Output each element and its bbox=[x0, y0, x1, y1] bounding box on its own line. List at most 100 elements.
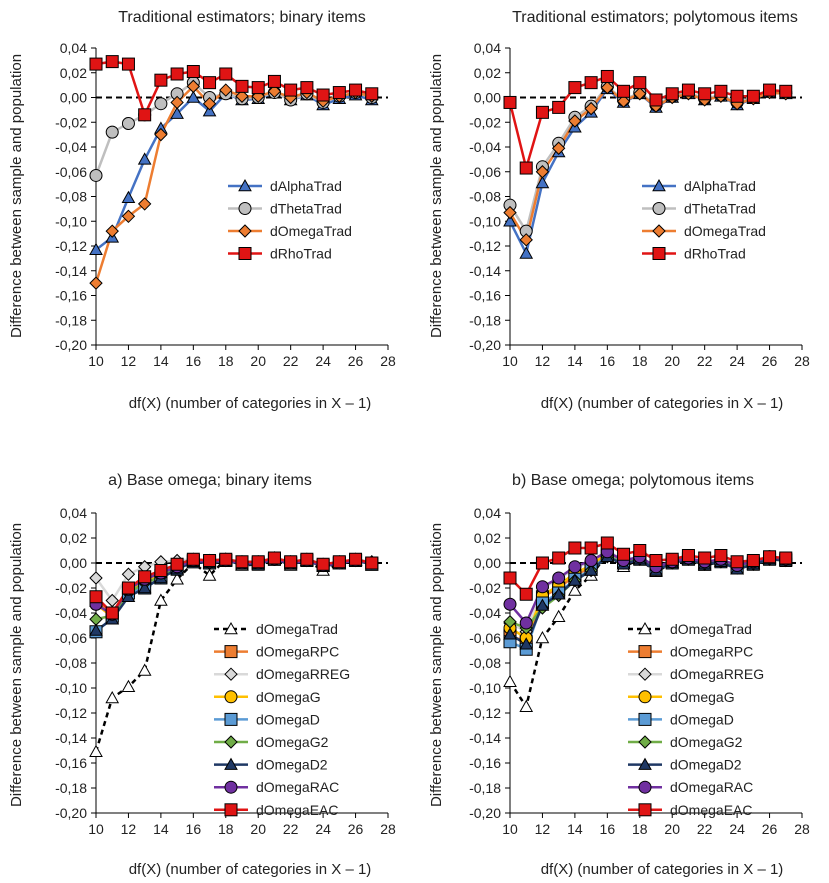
x-tick-label: 24 bbox=[729, 821, 745, 837]
legend-label: dOmegaD bbox=[256, 711, 320, 727]
data-point bbox=[251, 81, 265, 95]
data-point bbox=[121, 209, 136, 224]
data-point bbox=[763, 550, 777, 564]
legend-label: dOmegaTrad bbox=[684, 223, 766, 239]
chart-panel: b) Base omega; polytomous items Differen… bbox=[428, 472, 810, 878]
legend-label: dThetaTrad bbox=[270, 201, 342, 217]
x-tick-label: 18 bbox=[218, 353, 234, 369]
y-tick-label: -0,08 bbox=[55, 655, 87, 671]
x-tick-label: 28 bbox=[380, 821, 396, 837]
data-point bbox=[235, 555, 249, 569]
y-tick-label: -0,04 bbox=[55, 139, 87, 155]
y-tick-label: -0,16 bbox=[469, 755, 501, 771]
data-point bbox=[121, 679, 136, 693]
data-point bbox=[238, 202, 252, 215]
data-point bbox=[224, 757, 238, 770]
data-point bbox=[568, 573, 582, 586]
y-tick-label: 0,02 bbox=[474, 65, 501, 81]
y-axis-title: Difference between sample and population bbox=[428, 54, 445, 338]
data-point bbox=[219, 552, 233, 566]
data-point bbox=[89, 168, 103, 182]
data-point bbox=[535, 556, 549, 570]
legend: dOmegaTrad dOmegaRPC dOmegaRREG dOmegaG dOme… bbox=[214, 621, 350, 818]
data-point bbox=[137, 197, 152, 211]
x-tick-label: 10 bbox=[502, 821, 518, 837]
series-line bbox=[509, 541, 786, 596]
data-point bbox=[519, 587, 533, 601]
y-tick-label: -0,12 bbox=[469, 238, 501, 254]
legend-label: dRhoTrad bbox=[270, 246, 332, 262]
x-tick-label: 20 bbox=[664, 821, 680, 837]
data-point bbox=[89, 57, 103, 71]
data-point bbox=[219, 83, 233, 97]
x-tick-label: 12 bbox=[535, 821, 551, 837]
data-point bbox=[779, 551, 793, 565]
data-point bbox=[154, 593, 168, 606]
data-point bbox=[267, 84, 282, 99]
legend-label: dOmegaRPC bbox=[670, 644, 753, 660]
x-tick-label: 18 bbox=[632, 353, 648, 369]
data-point bbox=[235, 79, 249, 93]
y-tick-label: -0,06 bbox=[55, 164, 87, 180]
data-point bbox=[365, 87, 379, 101]
data-point bbox=[503, 205, 517, 220]
data-point bbox=[121, 581, 135, 595]
data-point bbox=[568, 583, 582, 596]
legend-label: dOmegaTrad bbox=[256, 621, 338, 637]
data-point bbox=[503, 571, 517, 585]
y-tick-label: 0,04 bbox=[474, 505, 501, 521]
data-point bbox=[170, 106, 184, 119]
y-tick-label: -0,08 bbox=[55, 189, 87, 205]
legend-label: dOmegaD bbox=[670, 711, 734, 727]
data-point bbox=[638, 780, 652, 794]
y-tick-label: 0,00 bbox=[60, 555, 87, 571]
data-point bbox=[584, 554, 598, 567]
legend-label: dOmegaEAC bbox=[256, 802, 338, 818]
y-tick-label: -0,08 bbox=[469, 189, 501, 205]
data-point bbox=[552, 100, 566, 114]
data-point bbox=[170, 557, 184, 571]
data-point bbox=[763, 83, 777, 97]
data-point bbox=[519, 699, 534, 713]
data-point bbox=[519, 246, 534, 259]
data-point bbox=[617, 84, 631, 98]
x-axis-title: df(X) (number of categories in X – 1) bbox=[129, 395, 372, 412]
data-point bbox=[349, 83, 363, 97]
y-tick-label: -0,16 bbox=[55, 755, 87, 771]
data-point bbox=[224, 803, 238, 817]
data-point bbox=[584, 76, 598, 90]
y-tick-label: 0,04 bbox=[60, 505, 87, 521]
legend-label: dOmegaRPC bbox=[256, 644, 339, 660]
y-tick-label: -0,12 bbox=[469, 705, 501, 721]
data-point bbox=[224, 645, 238, 659]
y-tick-label: -0,12 bbox=[55, 238, 87, 254]
data-point bbox=[638, 645, 652, 659]
data-point bbox=[238, 247, 252, 260]
y-tick-label: -0,10 bbox=[55, 680, 87, 696]
x-tick-label: 10 bbox=[88, 353, 104, 369]
data-point bbox=[105, 55, 119, 69]
data-point bbox=[349, 552, 363, 566]
x-tick-label: 20 bbox=[250, 821, 266, 837]
y-axis-title: Difference between sample and population bbox=[8, 54, 25, 338]
data-point bbox=[638, 667, 652, 681]
data-point bbox=[202, 104, 217, 117]
data-point bbox=[137, 580, 152, 594]
data-point bbox=[154, 97, 168, 111]
chart-title: a) Base omega; binary items bbox=[108, 472, 312, 489]
x-tick-label: 24 bbox=[315, 821, 331, 837]
data-point bbox=[730, 89, 744, 103]
data-point bbox=[224, 735, 238, 749]
y-tick-label: -0,06 bbox=[55, 630, 87, 646]
data-point bbox=[186, 65, 200, 79]
data-point bbox=[89, 623, 103, 636]
y-tick-label: -0,04 bbox=[469, 139, 501, 155]
y-tick-label: 0,02 bbox=[474, 530, 501, 546]
plot-area: 0,04 0,02 0,00 -0,02 -0,04 -0,06 -0,08 -0,10 -0,… bbox=[469, 505, 810, 837]
data-point bbox=[300, 81, 314, 95]
data-point bbox=[638, 712, 652, 726]
x-tick-label: 20 bbox=[664, 353, 680, 369]
data-point bbox=[568, 560, 582, 574]
data-point bbox=[551, 609, 566, 623]
